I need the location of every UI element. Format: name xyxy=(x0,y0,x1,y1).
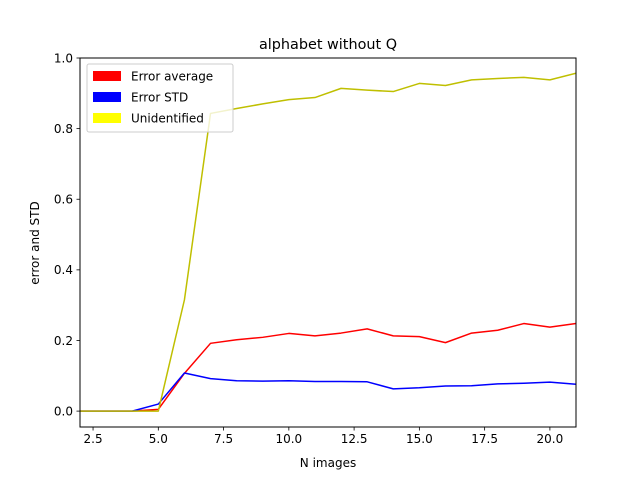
y-axis-ticks: 0.0 0.2 0.4 0.6 0.8 1.0 xyxy=(54,51,80,418)
y-tick-label: 0.4 xyxy=(54,263,73,277)
x-tick-label: 20.0 xyxy=(537,432,564,446)
plot-lines xyxy=(80,72,576,412)
x-tick-label: 17.5 xyxy=(471,432,498,446)
x-tick-label: 15.0 xyxy=(406,432,433,446)
x-tick-label: 12.5 xyxy=(341,432,368,446)
legend-label: Error average xyxy=(131,69,213,83)
x-tick-label: 5.0 xyxy=(149,432,168,446)
y-tick-label: 1.0 xyxy=(54,51,73,65)
x-tick-label: 7.5 xyxy=(214,432,233,446)
y-tick-label: 0.6 xyxy=(54,193,73,207)
x-axis-ticks: 2.5 5.0 7.5 10.0 12.5 15.0 17.5 20.0 xyxy=(84,427,564,446)
legend-label: Error STD xyxy=(131,90,188,104)
series-line-unidentified xyxy=(80,72,576,412)
series-line-error-std xyxy=(80,372,576,412)
x-tick-label: 2.5 xyxy=(84,432,103,446)
legend-label: Unidentified xyxy=(131,111,204,125)
x-axis-label: N images xyxy=(300,456,356,470)
y-tick-label: 0.8 xyxy=(54,122,73,136)
legend-swatch xyxy=(93,92,121,102)
legend-box xyxy=(86,63,234,133)
series-line-error-average xyxy=(80,322,576,412)
legend-swatch xyxy=(93,113,121,123)
y-tick-label: 0.0 xyxy=(54,404,73,418)
legend: Error average Error STD Unidentified xyxy=(86,63,234,133)
axes-frame xyxy=(79,57,577,428)
legend-swatch xyxy=(93,71,121,81)
y-axis-label: error and STD xyxy=(28,201,42,284)
y-tick-label: 0.2 xyxy=(54,334,73,348)
chart-title: alphabet without Q xyxy=(259,37,397,53)
x-tick-label: 10.0 xyxy=(275,432,302,446)
